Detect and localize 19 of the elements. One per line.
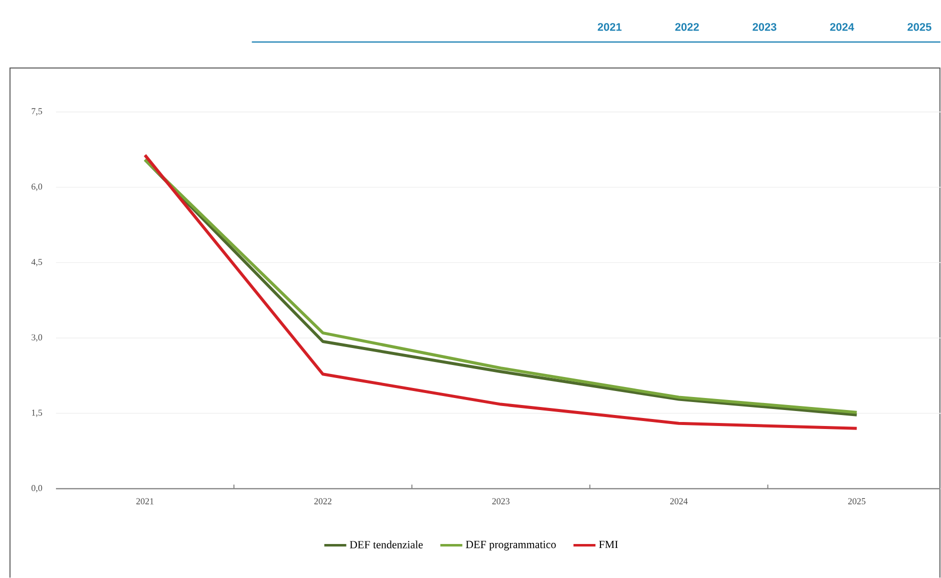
text: 2021 bbox=[598, 23, 622, 31]
legend-label: DEF tendenziale bbox=[350, 540, 423, 548]
x-tick-label: 2021 bbox=[136, 498, 154, 504]
text: 2025 bbox=[908, 23, 932, 31]
y-tick-label: 6,0 bbox=[32, 184, 42, 191]
y-tick-label: 3,0 bbox=[32, 334, 42, 342]
y-tick-label: 7,5 bbox=[32, 108, 42, 116]
text: 2022 bbox=[675, 23, 699, 31]
y-tick-label: 4,5 bbox=[31, 258, 42, 266]
legend-label: DEF programmatico bbox=[466, 540, 556, 550]
y-tick-label: 0,0 bbox=[32, 484, 42, 492]
y-tick-label: 1,5 bbox=[32, 410, 42, 417]
text: 2023 bbox=[752, 23, 776, 31]
x-tick-label: 2022 bbox=[314, 498, 332, 504]
legend-label: FMI bbox=[599, 540, 618, 548]
x-tick-label: 2023 bbox=[492, 498, 510, 504]
x-tick-label: 2024 bbox=[670, 498, 688, 504]
x-tick-label: 2025 bbox=[848, 498, 866, 504]
text: 2024 bbox=[830, 23, 854, 31]
